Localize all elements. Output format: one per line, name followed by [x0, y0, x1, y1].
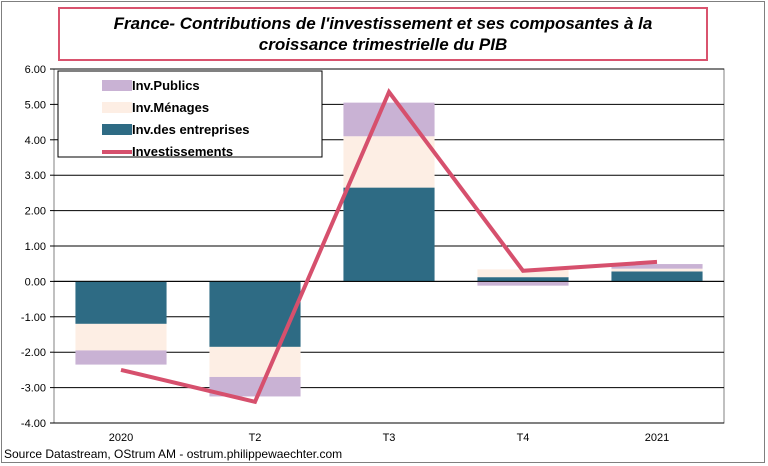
chart-title-line-1: France- Contributions de l'investissemen…	[113, 14, 653, 33]
y-tick-label: 2.00	[25, 206, 46, 218]
y-tick-label: 4.00	[25, 135, 46, 147]
bar-segment	[611, 268, 703, 272]
bar-segment	[611, 271, 703, 282]
legend-swatch	[102, 124, 132, 135]
bar-segment	[343, 102, 435, 137]
bar-segment	[611, 264, 703, 269]
investissements-line	[120, 88, 658, 405]
bar-segment	[209, 376, 301, 397]
legend-label: Inv.Publics	[132, 78, 200, 93]
y-tick-label: 6.00	[25, 64, 46, 76]
chart-title-box: France- Contributions de l'investissemen…	[58, 7, 708, 61]
legend-swatch	[102, 102, 132, 113]
legend-label: Inv.Ménages	[132, 100, 209, 115]
bar-segment	[75, 323, 167, 351]
x-category-label: T3	[383, 432, 396, 444]
bar-segment	[477, 277, 569, 282]
bar-segment	[477, 281, 569, 286]
legend-label: Investissements	[132, 144, 233, 159]
y-tick-label: 0.00	[25, 276, 46, 288]
chart-title-line-2: croissance trimestrielle du PIB	[258, 35, 508, 54]
source-note: Source Datastream, OStrum AM - ostrum.ph…	[4, 447, 343, 461]
x-category-label: 2020	[109, 432, 133, 444]
legend-swatch	[102, 80, 132, 91]
y-tick-label: 1.00	[25, 241, 46, 253]
x-category-label: T4	[517, 432, 530, 444]
bar-segment	[209, 346, 301, 377]
y-tick-label: 3.00	[25, 170, 46, 182]
bar-segment	[209, 281, 301, 347]
y-tick-label: 5.00	[25, 99, 46, 111]
y-tick-label: -2.00	[21, 347, 46, 359]
x-category-label: T2	[249, 432, 262, 444]
bar-segment	[477, 269, 569, 278]
bar-segment	[75, 350, 167, 365]
y-tick-label: -4.00	[21, 418, 46, 430]
bar-segment	[343, 187, 435, 282]
x-category-label: 2021	[645, 432, 669, 444]
y-tick-label: -1.00	[21, 312, 46, 324]
y-tick-label: -3.00	[21, 383, 46, 395]
bar-segment	[75, 281, 167, 324]
legend-label: Inv.des entreprises	[132, 122, 250, 137]
